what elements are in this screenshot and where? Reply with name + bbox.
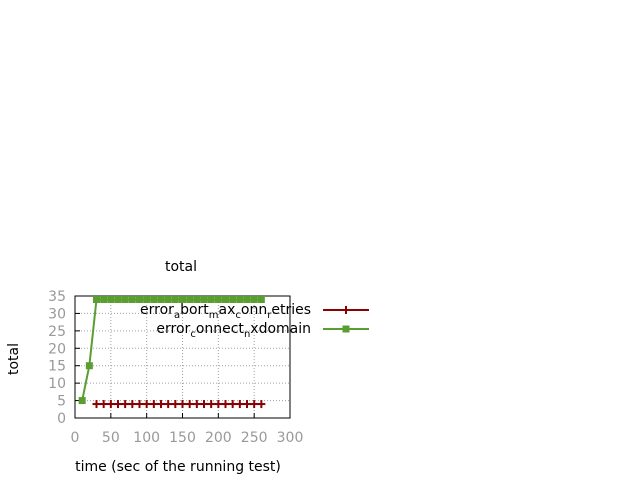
legend-label-part: error — [140, 302, 174, 318]
data-point — [221, 400, 230, 409]
data-point — [114, 400, 122, 409]
x-tick-label: 250 — [241, 430, 268, 446]
data-point — [214, 295, 222, 303]
data-point — [142, 400, 151, 409]
data-point — [178, 400, 187, 409]
data-point — [164, 295, 172, 303]
data-point — [149, 400, 158, 409]
series-layer — [78, 295, 266, 409]
legend-label-part: n — [244, 329, 250, 340]
data-point — [200, 295, 208, 303]
data-point — [179, 295, 186, 303]
data-point — [128, 295, 136, 303]
data-point — [243, 295, 251, 303]
data-point — [207, 400, 216, 409]
y-axis-label: total — [6, 343, 22, 375]
data-point — [257, 400, 266, 409]
data-point — [121, 400, 130, 409]
legend-label-part: bort — [180, 302, 209, 318]
data-point — [200, 400, 208, 409]
data-point — [107, 295, 115, 303]
legend-label-part: xdomain — [250, 321, 311, 337]
legend-label-part: c — [235, 310, 241, 321]
data-point — [192, 400, 201, 409]
y-tick-label: 35 — [48, 289, 66, 305]
y-tick-label: 10 — [48, 376, 66, 392]
data-point — [93, 295, 100, 303]
series-1 — [92, 400, 266, 409]
x-tick-label: 50 — [102, 430, 120, 446]
data-point — [250, 400, 259, 409]
legend-label: errorabortmaxconnretries — [140, 302, 311, 321]
data-point — [257, 295, 265, 303]
y-tick-label: 25 — [48, 324, 66, 340]
legend-label-part: error — [156, 321, 190, 337]
y-tick-label: 20 — [48, 341, 66, 357]
data-point — [186, 295, 194, 303]
data-point — [243, 400, 251, 409]
legend-label-part: etries — [271, 302, 311, 318]
data-point — [99, 400, 108, 409]
legend-label-part: m — [209, 310, 219, 321]
data-point — [222, 295, 229, 303]
y-tick-label: 5 — [57, 394, 66, 410]
data-point — [157, 400, 165, 409]
data-point — [193, 295, 201, 303]
legend-entry: errorabortmaxconnretries — [140, 302, 369, 321]
legend-label-part: a — [174, 310, 180, 321]
x-axis-label: time (sec of the running test) — [75, 459, 281, 475]
data-point — [235, 400, 244, 409]
x-tick-label: 200 — [205, 430, 232, 446]
y-tick-label: 30 — [48, 306, 66, 322]
legend-label-part: c — [190, 329, 196, 340]
data-point — [121, 295, 129, 303]
x-tick-label: 0 — [71, 430, 80, 446]
legend-label-part: r — [267, 310, 272, 321]
data-point — [236, 295, 244, 303]
data-point — [342, 306, 350, 314]
grid — [75, 296, 290, 418]
data-point — [229, 295, 237, 303]
legend-label: errorconnectnxdomain — [156, 321, 311, 340]
data-point — [342, 325, 350, 333]
data-point — [92, 400, 101, 409]
x-tick-label: 100 — [133, 430, 160, 446]
data-point — [164, 400, 173, 409]
legend-label-part: onnect — [196, 321, 245, 337]
x-tick-label: 300 — [277, 430, 304, 446]
data-point — [171, 295, 179, 303]
data-point — [106, 400, 115, 409]
data-point — [214, 400, 223, 409]
legend-entry: errorconnectnxdomain — [156, 321, 369, 340]
data-point — [136, 295, 143, 303]
data-point — [128, 400, 137, 409]
data-point — [143, 295, 151, 303]
data-point — [135, 400, 144, 409]
series-2 — [78, 295, 265, 405]
legend-label-part: onn — [241, 302, 267, 318]
legend: errorabortmaxconnretrieserrorconnectnxdo… — [140, 302, 369, 340]
y-tick-label: 0 — [57, 411, 66, 427]
data-point — [78, 397, 86, 405]
data-point — [250, 295, 258, 303]
data-point — [150, 295, 158, 303]
x-tick-label: 150 — [169, 430, 196, 446]
data-point — [85, 362, 93, 370]
chart-title: total — [165, 259, 197, 275]
data-point — [185, 400, 194, 409]
data-point — [171, 400, 180, 409]
y-tick-label: 15 — [48, 359, 66, 375]
data-point — [228, 400, 237, 409]
data-point — [114, 295, 122, 303]
legend-label-part: ax — [219, 302, 236, 318]
data-point — [207, 295, 215, 303]
data-point — [157, 295, 165, 303]
data-point — [100, 295, 108, 303]
